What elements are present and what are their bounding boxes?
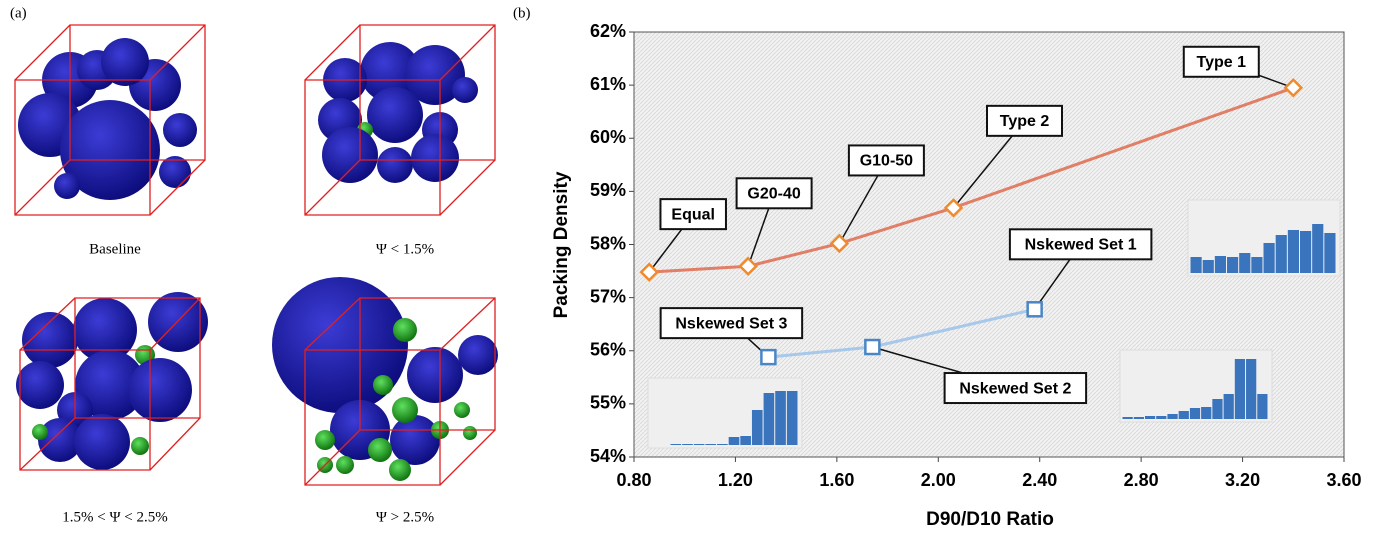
inset-bar: [1203, 260, 1214, 273]
inset-bar: [1264, 243, 1275, 273]
inset-bar: [1167, 414, 1177, 419]
callout-label: Nskewed Set 2: [959, 380, 1071, 397]
inset-bar: [1239, 253, 1250, 273]
x-tick-label: 2.40: [1022, 470, 1057, 490]
inset-bar: [1190, 408, 1200, 419]
callout-label: Nskewed Set 1: [1025, 237, 1137, 254]
caption: Baseline: [89, 241, 141, 257]
inset-bar: [775, 391, 786, 445]
callout-label: G10-50: [860, 153, 913, 170]
x-tick-label: 0.80: [616, 470, 651, 490]
panel-label: (a): [10, 5, 27, 21]
inset-bar: [1300, 231, 1311, 273]
x-tick-label: 1.20: [718, 470, 753, 490]
inset-bar: [752, 410, 763, 445]
x-axis-label: D90/D10 Ratio: [926, 509, 1054, 530]
inset-bar: [1134, 417, 1144, 419]
inset-bar: [694, 444, 705, 445]
inset-bar: [1257, 394, 1267, 419]
callout-label: G20-40: [747, 186, 800, 203]
x-tick-label: 3.60: [1326, 470, 1361, 490]
inset-bar: [1201, 407, 1211, 419]
marker: [761, 350, 775, 364]
inset-bar: [717, 444, 728, 445]
inset-bar: [1324, 233, 1335, 273]
callout-label: Type 1: [1197, 54, 1247, 71]
callout-label: Equal: [671, 206, 715, 223]
inset-bar: [1191, 257, 1202, 273]
inset-bar: [1212, 399, 1222, 419]
marker: [1028, 302, 1042, 316]
x-tick-label: 2.00: [921, 470, 956, 490]
inset-bar: [682, 444, 693, 445]
inset-bar: [1235, 359, 1245, 419]
inset-bar: [671, 444, 682, 445]
y-tick-label: 58%: [590, 233, 626, 253]
rendering-psi-mid: [16, 292, 208, 470]
inset-bar: [1215, 256, 1226, 273]
inset-bar: [1288, 230, 1299, 273]
inset-bar: [1224, 394, 1234, 419]
inset-bar: [1246, 359, 1256, 419]
callout-label: Type 2: [1000, 113, 1050, 130]
x-tick-label: 1.60: [819, 470, 854, 490]
rendering-psi-low: [305, 25, 495, 215]
inset-bar: [1145, 416, 1155, 419]
y-axis-label: Packing Density: [551, 171, 572, 318]
marker: [865, 340, 879, 354]
caption: Ψ < 1.5%: [376, 241, 434, 257]
figure: (a) (b) Baseline Ψ < 1.5% 1.5% < Ψ < 2.5…: [0, 0, 1390, 534]
rendering-baseline: [15, 25, 205, 215]
x-tick-label: 3.20: [1225, 470, 1260, 490]
inset-bar: [1227, 257, 1238, 273]
y-tick-label: 60%: [590, 127, 626, 147]
y-tick-label: 54%: [590, 446, 626, 466]
caption: 1.5% < Ψ < 2.5%: [62, 509, 167, 525]
caption: Ψ > 2.5%: [376, 509, 434, 525]
inset-bar: [1179, 411, 1189, 419]
y-tick-label: 56%: [590, 340, 626, 360]
inset-bar: [1312, 224, 1323, 273]
y-tick-label: 62%: [590, 21, 626, 41]
x-tick-label: 2.80: [1124, 470, 1159, 490]
inset-bar: [1276, 235, 1287, 273]
rendering-psi-high: [272, 277, 498, 485]
inset-bar: [1156, 416, 1166, 419]
y-tick-label: 55%: [590, 393, 626, 413]
y-tick-label: 61%: [590, 74, 626, 94]
inset-bar: [705, 444, 716, 445]
y-tick-label: 59%: [590, 180, 626, 200]
inset-bar: [740, 436, 751, 445]
inset-bar: [764, 393, 775, 445]
panel-label: (b): [513, 5, 531, 21]
inset-bar: [1123, 417, 1133, 419]
inset-bar: [1251, 257, 1262, 273]
callout-label: Nskewed Set 3: [675, 315, 787, 332]
inset-bar: [729, 437, 740, 445]
y-tick-label: 57%: [590, 286, 626, 306]
inset-bar: [787, 391, 798, 445]
